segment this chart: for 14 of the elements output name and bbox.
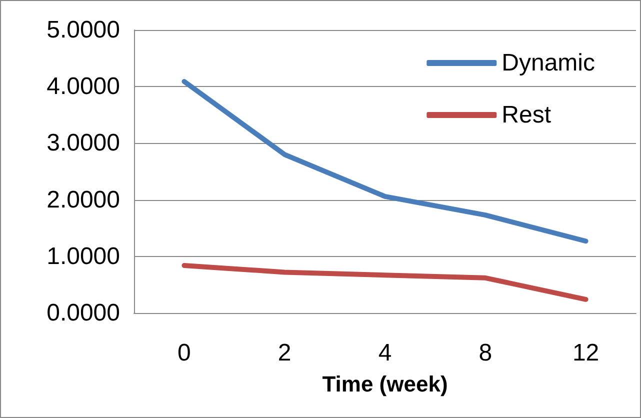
- x-tick-label: 12: [572, 340, 600, 366]
- y-tick-label: 0.0000: [46, 300, 120, 326]
- x-tick-label: 2: [278, 340, 292, 366]
- y-tick-label: 5.0000: [46, 16, 120, 44]
- y-tick-label: 3.0000: [46, 130, 120, 157]
- x-tick-label: 0: [178, 340, 191, 366]
- x-tick-label: 4: [378, 340, 392, 366]
- y-tick-label: 1.0000: [46, 242, 120, 270]
- legend-label: Dynamic: [502, 50, 596, 76]
- x-axis-title: Time (week): [322, 372, 448, 396]
- legend-label: Rest: [502, 102, 552, 128]
- y-tick-label: 2.0000: [46, 186, 120, 214]
- x-tick-label: 8: [478, 340, 492, 366]
- y-tick-label: 4.0000: [46, 73, 120, 100]
